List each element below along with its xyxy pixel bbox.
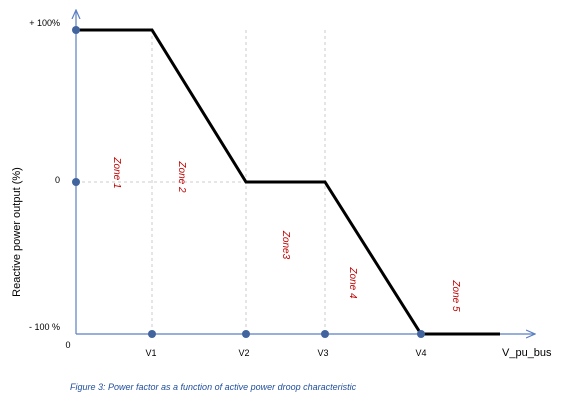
y-tick-label: + 100% bbox=[29, 18, 60, 28]
zone-label: Zone 5 bbox=[450, 279, 461, 312]
zone-label: Zone 2 bbox=[176, 160, 187, 193]
x-tick-label: 0 bbox=[65, 340, 70, 350]
x-tick-label: V4 bbox=[415, 348, 426, 358]
x-tick-label: V3 bbox=[317, 348, 328, 358]
data-point-marker bbox=[72, 26, 80, 34]
y-axis-label: Reactive power output (%) bbox=[11, 167, 23, 297]
zone-label: Zone 1 bbox=[111, 156, 122, 188]
y-tick-label: - 100 % bbox=[29, 322, 60, 332]
data-point-marker bbox=[72, 178, 80, 186]
y-tick-label: 0 bbox=[55, 175, 60, 185]
data-point-marker bbox=[148, 330, 156, 338]
data-point-marker bbox=[321, 330, 329, 338]
zone-label: Zone 4 bbox=[347, 266, 358, 299]
x-tick-label: V2 bbox=[238, 348, 249, 358]
data-point-marker bbox=[242, 330, 250, 338]
zone-label: Zone3 bbox=[280, 230, 291, 260]
data-point-marker bbox=[417, 330, 425, 338]
x-axis-label: V_pu_bus bbox=[502, 347, 552, 359]
series-line bbox=[76, 28, 500, 336]
x-tick-label: V1 bbox=[145, 348, 156, 358]
figure-caption: Figure 3: Power factor as a function of … bbox=[70, 382, 357, 392]
